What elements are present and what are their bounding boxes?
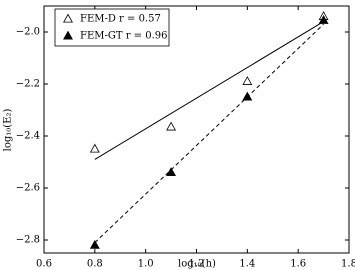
legend-box [54, 8, 170, 47]
y-tick-label: −2.4 [16, 131, 40, 142]
y-tick-label: −2.6 [16, 183, 40, 194]
x-tick-label: 1.8 [341, 259, 355, 270]
marker [89, 143, 100, 153]
legend-label: FEM-D r = 0.57 [80, 14, 161, 25]
x-tick-label: 0.8 [87, 259, 103, 270]
marker [166, 121, 177, 131]
y-tick-label: −2.8 [16, 235, 40, 246]
x-tick-label: 1.4 [239, 259, 255, 270]
marker [242, 76, 253, 85]
x-axis-label: log₁₀(h) [178, 259, 216, 270]
legend-marker [63, 13, 73, 23]
marker [166, 167, 177, 176]
y-tick-label: −2.2 [16, 79, 40, 90]
marker [89, 239, 100, 249]
x-tick-label: 1.0 [138, 259, 154, 270]
y-tick-label: −2.0 [16, 27, 40, 38]
x-tick-label: 1.6 [290, 259, 306, 270]
marker [242, 91, 253, 101]
fit-line [94, 23, 324, 243]
marker [318, 14, 329, 24]
x-tick-label: 0.6 [36, 259, 52, 270]
legend-marker [63, 30, 73, 40]
fit-line [94, 21, 324, 160]
legend-label: FEM-GT r = 0.96 [80, 31, 167, 42]
y-axis-label: log₁₀(E₂) [3, 109, 14, 152]
x-tick-label: 1.2 [189, 259, 205, 270]
